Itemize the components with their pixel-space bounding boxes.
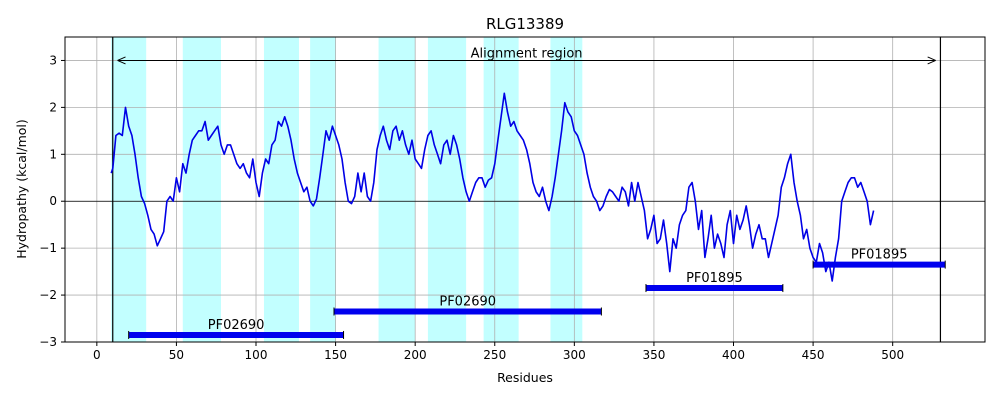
- x-tick-label: 200: [404, 348, 427, 362]
- domain-label: PF02690: [439, 295, 496, 310]
- alignment-region-label: Alignment region: [471, 46, 583, 61]
- x-tick-label: 450: [802, 348, 825, 362]
- series-line-hydropathy: [110, 92, 875, 282]
- y-tick-label: 2: [49, 100, 57, 114]
- domain-label: PF01895: [851, 248, 908, 263]
- y-tick-label: 1: [49, 147, 57, 161]
- highlight-band: [310, 37, 336, 342]
- x-tick-label: 300: [563, 348, 586, 362]
- y-tick-label: 3: [49, 53, 57, 67]
- highlight-band: [550, 37, 583, 342]
- x-tick-label: 50: [169, 348, 184, 362]
- domain-label: PF01895: [686, 271, 743, 286]
- x-tick-label: 500: [881, 348, 904, 362]
- annotation-group: Alignment region: [117, 46, 936, 65]
- highlight-band: [427, 37, 467, 342]
- x-tick-label: 350: [642, 348, 665, 362]
- highlight-band: [378, 37, 416, 342]
- arrow-right-head: [927, 56, 936, 65]
- x-tick-label: 0: [93, 348, 101, 362]
- y-tick-label: −3: [39, 335, 57, 349]
- chart-title: RLG13389: [486, 15, 564, 33]
- y-tick-label: 0: [49, 194, 57, 208]
- x-tick-label: 400: [722, 348, 745, 362]
- x-axis-ticks: 0 50 100 150 200 250 300 350 400 450 500: [93, 342, 904, 362]
- domain-bars: PF02690 PF02690 PF01895 PF01895: [128, 248, 946, 339]
- zero-line-group: [65, 37, 985, 342]
- plot-frame: [64, 36, 986, 343]
- x-tick-label: 250: [483, 348, 506, 362]
- highlight-bands: [111, 37, 583, 342]
- y-axis-ticks: −3 −2 −1 0 1 2 3: [39, 53, 65, 349]
- series-group: [110, 92, 875, 282]
- x-axis-label: Residues: [497, 370, 553, 385]
- y-axis-label: Hydropathy (kcal/mol): [14, 119, 29, 259]
- x-tick-label: 150: [324, 348, 347, 362]
- domain-label: PF02690: [208, 318, 265, 333]
- x-tick-label: 100: [245, 348, 268, 362]
- y-tick-label: −1: [39, 241, 57, 255]
- arrow-left-head: [117, 56, 126, 65]
- y-tick-label: −2: [39, 288, 57, 302]
- highlight-band: [483, 37, 519, 342]
- highlight-band: [263, 37, 299, 342]
- highlight-band: [182, 37, 221, 342]
